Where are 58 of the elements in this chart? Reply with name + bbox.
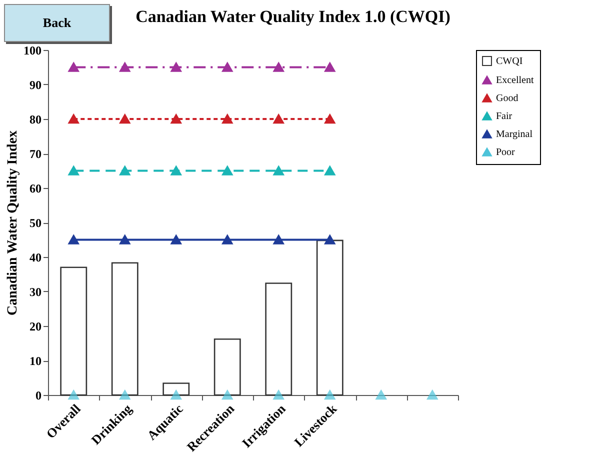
bar	[162, 382, 190, 396]
y-tick-label: 20	[30, 320, 42, 334]
point	[120, 62, 130, 72]
y-tick-label: 90	[30, 78, 42, 92]
point	[376, 390, 386, 400]
point	[170, 390, 182, 400]
point	[68, 390, 79, 400]
point	[68, 166, 79, 176]
point	[120, 166, 130, 176]
point	[120, 235, 130, 244]
point	[324, 114, 336, 124]
bar	[265, 282, 292, 396]
point	[324, 390, 336, 400]
point	[222, 166, 233, 176]
y-tick-label: 80	[30, 112, 42, 126]
point	[170, 166, 182, 176]
bar	[60, 266, 88, 396]
point	[222, 235, 233, 244]
point	[324, 166, 336, 176]
point	[170, 235, 182, 244]
point	[427, 390, 438, 400]
point	[120, 390, 130, 400]
point	[68, 114, 79, 124]
legend-label: Good	[496, 93, 518, 104]
point	[324, 235, 336, 244]
bar	[316, 240, 344, 396]
legend-label: Fair	[496, 111, 513, 122]
y-tick-label: 60	[30, 182, 42, 196]
point	[68, 62, 79, 72]
bar	[214, 338, 241, 396]
point	[120, 114, 130, 124]
point	[324, 62, 336, 72]
y-tick-label: 10	[30, 354, 42, 368]
y-tick-label: 40	[30, 250, 42, 264]
legend-label: Excellent	[496, 75, 534, 86]
point	[273, 62, 284, 72]
legend-label: Poor	[496, 147, 516, 158]
point	[273, 114, 284, 124]
point	[273, 390, 284, 400]
y-axis-title: Canadian Water Quality Index	[6, 130, 20, 316]
back-button: Back	[4, 4, 110, 42]
y-tick-label: 30	[30, 285, 42, 299]
point	[273, 166, 284, 176]
legend-label: CWQI	[496, 56, 523, 67]
point	[68, 235, 79, 244]
point	[170, 62, 182, 72]
y-tick-label: 0	[36, 388, 42, 402]
point	[222, 62, 233, 72]
point	[170, 114, 182, 124]
point	[273, 235, 284, 244]
y-tick-label: 100	[24, 44, 42, 58]
chart-title: Canadian Water Quality Index 1.0 (CWQI)	[136, 7, 450, 26]
y-tick-label: 50	[30, 216, 42, 230]
bar	[111, 262, 138, 396]
point	[222, 114, 233, 124]
point	[222, 390, 233, 400]
y-tick-label: 70	[30, 147, 42, 161]
legend-label: Marginal	[496, 129, 533, 140]
